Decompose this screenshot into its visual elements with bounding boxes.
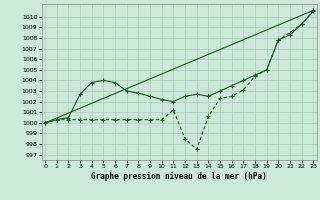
X-axis label: Graphe pression niveau de la mer (hPa): Graphe pression niveau de la mer (hPa) <box>91 172 267 181</box>
